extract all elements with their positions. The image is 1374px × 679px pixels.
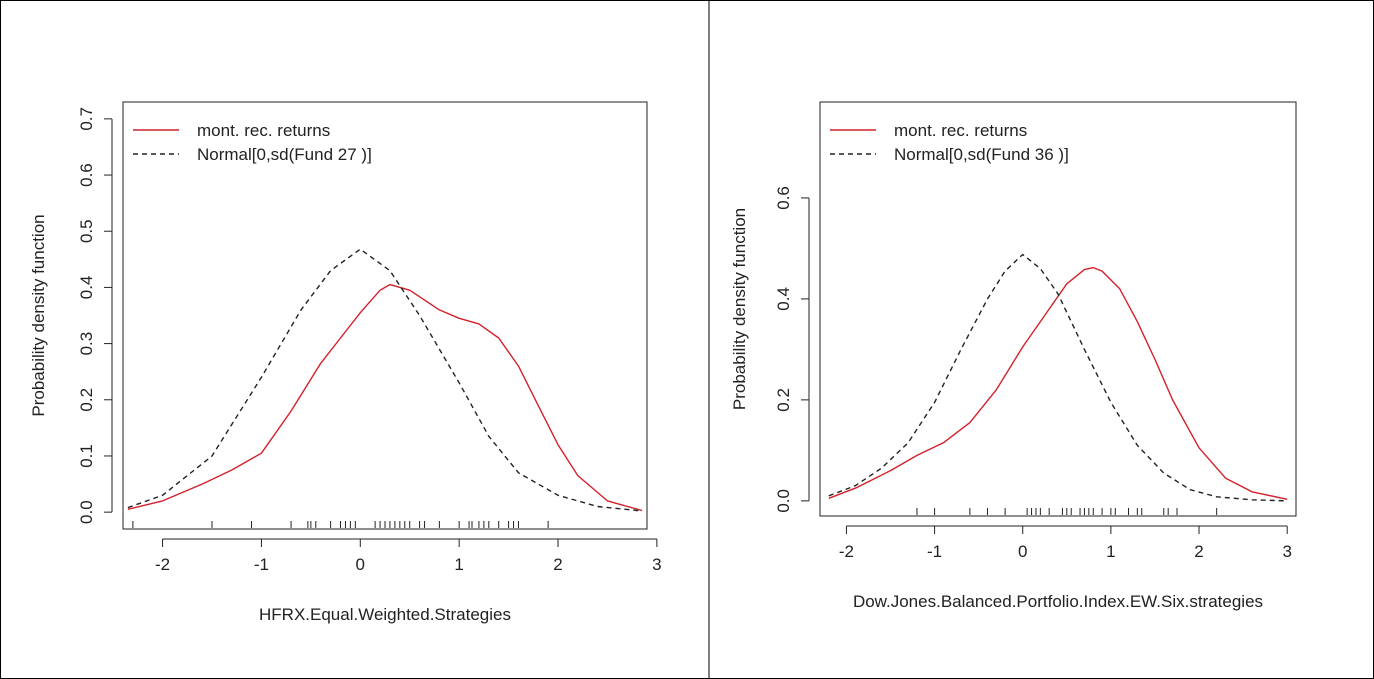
legend: mont. rec. returns Normal[0,sd(Fund 36 )] [830,121,1069,164]
x-axis-label: HFRX.Equal.Weighted.Strategies [259,605,511,624]
series-line-returns [127,283,643,512]
legend-label: Normal[0,sd(Fund 36 )] [894,145,1069,164]
x-tick-label: 1 [454,555,463,574]
series-line-returns [828,266,1288,500]
y-tick-label: 0.2 [77,388,96,412]
y-tick-label: 0.7 [77,107,96,131]
x-axis: -2 -1 0 1 2 3 [839,525,1292,561]
rug-marks [132,521,549,528]
x-tick-label: -2 [155,555,170,574]
x-tick-label: 0 [1018,542,1027,561]
y-tick-label: 0.0 [774,489,793,513]
y-tick-label: 0.3 [77,332,96,356]
x-axis: -2 -1 0 1 2 3 [155,538,662,574]
series-line-normal [127,248,643,512]
legend: mont. rec. returns Normal[0,sd(Fund 27 )] [133,121,372,164]
x-tick-label: -1 [927,542,942,561]
x-axis-label: Dow.Jones.Balanced.Portfolio.Index.EW.Si… [853,592,1263,611]
x-tick-label: 1 [1106,542,1115,561]
y-tick-label: 0.0 [77,500,96,524]
y-tick-label: 0.4 [774,287,793,311]
x-tick-label: 2 [1194,542,1203,561]
x-tick-label: -1 [254,555,269,574]
y-tick-label: 0.4 [77,276,96,300]
legend-label: mont. rec. returns [197,121,330,140]
y-tick-label: 0.6 [77,163,96,187]
legend-label: Normal[0,sd(Fund 27 )] [197,145,372,164]
x-tick-label: -2 [839,542,854,561]
plot-box [122,101,648,530]
y-axis: 0.0 0.1 0.2 0.3 0.4 0.5 0.6 0.7 [77,107,113,524]
x-tick-label: 3 [1282,542,1291,561]
chart-panel-left: -2 -1 0 1 2 3 0.0 0.1 0.2 0.3 0.4 0.5 0.6 0.7 HFRX.Equ… [29,101,662,624]
y-tick-label: 0.5 [77,219,96,243]
y-axis-label: Probability density function [730,208,749,410]
plot-box [819,101,1297,517]
chart-panel-right: -2 -1 0 1 2 3 0.0 0.2 0.4 0.6 Dow.Jones.Balanced.P… [730,101,1297,611]
series-line-normal [828,253,1288,502]
x-tick-label: 0 [356,555,365,574]
y-axis-label: Probability density function [29,214,48,416]
x-tick-label: 3 [652,555,661,574]
y-tick-label: 0.1 [77,444,96,468]
legend-label: mont. rec. returns [894,121,1027,140]
y-tick-label: 0.2 [774,388,793,412]
rug-marks [916,508,1218,515]
y-axis: 0.0 0.2 0.4 0.6 [774,186,810,513]
x-tick-label: 2 [553,555,562,574]
y-tick-label: 0.6 [774,186,793,210]
